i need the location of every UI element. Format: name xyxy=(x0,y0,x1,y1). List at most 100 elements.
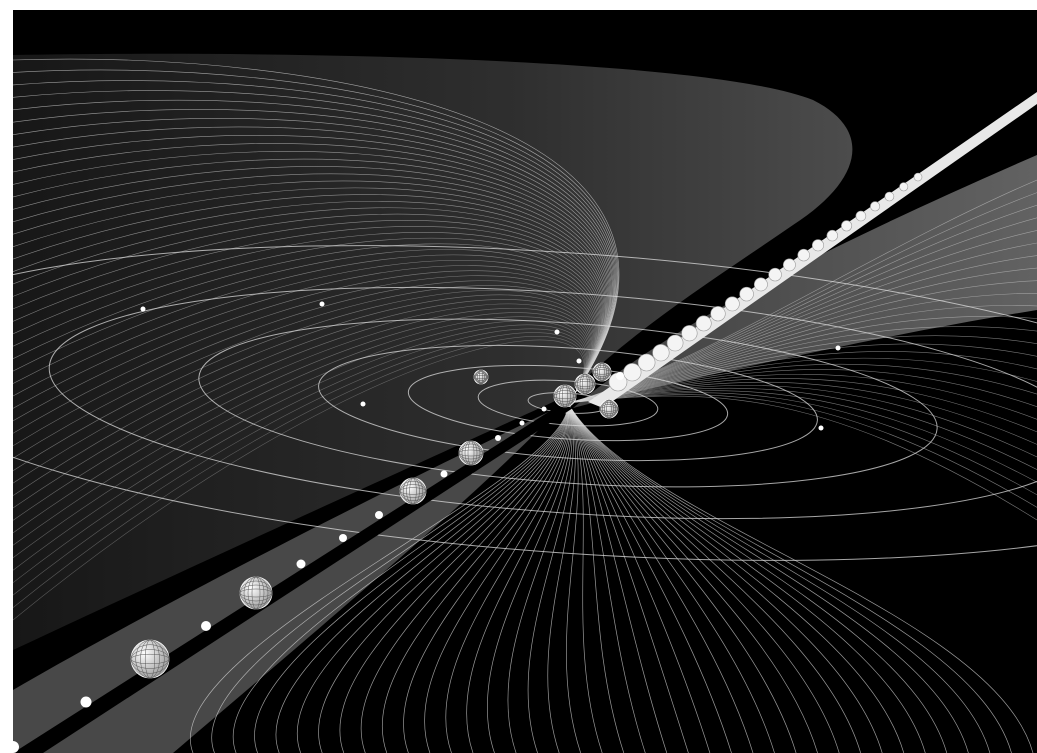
spiral-line xyxy=(567,402,905,753)
wireframe-sphere xyxy=(599,399,619,419)
spiral-line xyxy=(567,402,926,753)
spiral-line xyxy=(567,402,754,753)
beam-bead xyxy=(768,267,782,282)
spiral-line xyxy=(567,387,1037,470)
spiral-line xyxy=(297,402,569,753)
spiral-line xyxy=(567,402,646,753)
point-marker xyxy=(576,358,582,364)
spiral-line xyxy=(382,402,570,753)
spiral-line xyxy=(567,402,969,753)
wireframe-sphere xyxy=(473,369,489,385)
wireframe-sphere xyxy=(553,384,577,408)
spiral-line xyxy=(567,402,711,753)
spiral-line xyxy=(13,243,601,404)
beam-bead xyxy=(913,172,923,182)
spiral-line xyxy=(487,402,572,753)
spiral-line xyxy=(13,294,593,484)
beam-bead xyxy=(739,286,754,302)
spiral-line xyxy=(547,402,576,753)
spiral-line xyxy=(13,69,619,404)
spiral-line xyxy=(13,249,600,404)
spiral-line xyxy=(275,402,569,753)
spiral-line xyxy=(13,80,618,404)
spiral-line xyxy=(13,303,591,509)
beam-bead xyxy=(870,201,881,212)
wireframe-spheres xyxy=(130,362,619,679)
spiral-line xyxy=(567,394,1037,508)
spiral-line xyxy=(567,402,797,753)
spiral-line xyxy=(13,254,599,404)
beam-bead xyxy=(797,248,810,262)
spiral-line xyxy=(567,402,732,753)
spiral-line xyxy=(567,402,1034,753)
spiral-line xyxy=(232,402,569,753)
point-marker xyxy=(201,621,211,631)
wireframe-sphere xyxy=(130,639,170,679)
beam-bead xyxy=(724,296,740,312)
point-marker xyxy=(319,301,325,307)
beam-bead xyxy=(652,344,670,362)
spiral-line xyxy=(13,299,592,496)
spiral-line xyxy=(13,289,593,471)
spiral-line xyxy=(403,402,570,753)
point-markers xyxy=(13,301,841,753)
beam-bead xyxy=(623,363,642,382)
spiral-line xyxy=(567,390,1037,483)
orbit-ring xyxy=(318,344,818,462)
spiral-line xyxy=(211,402,569,753)
spiral-line xyxy=(190,402,569,753)
spiral-line xyxy=(567,402,1012,753)
point-marker xyxy=(495,435,501,441)
point-marker xyxy=(835,345,841,351)
spiral-line xyxy=(339,402,569,753)
point-marker xyxy=(339,534,347,542)
spiral-line xyxy=(424,402,571,753)
spiral-line xyxy=(13,260,598,404)
point-marker xyxy=(375,511,383,519)
beam-bead xyxy=(841,220,853,232)
spiral-line xyxy=(13,328,587,583)
spiral-line xyxy=(507,402,573,753)
beam-bead xyxy=(826,229,838,242)
spiral-line xyxy=(567,402,603,753)
spiral-line xyxy=(567,402,948,753)
spiral-line xyxy=(567,402,991,753)
spiral-line xyxy=(13,109,615,404)
beam-bead xyxy=(754,277,768,292)
point-marker xyxy=(440,470,448,478)
point-marker xyxy=(554,329,560,335)
beam-bead xyxy=(884,191,895,202)
beam-bead xyxy=(783,258,796,272)
beam-bead xyxy=(899,182,909,192)
spiral-line xyxy=(13,320,588,559)
spiral-line xyxy=(13,336,586,608)
wireframe-sphere xyxy=(458,440,484,466)
point-marker xyxy=(80,696,92,708)
point-marker xyxy=(140,306,146,312)
spiral-arm-lines xyxy=(13,58,1037,753)
point-marker xyxy=(616,372,624,380)
beam-bead xyxy=(666,334,684,352)
orbit-rings xyxy=(13,245,1037,561)
spiral-line xyxy=(567,402,840,753)
spiral-line xyxy=(567,402,689,753)
beam-bead xyxy=(637,353,656,372)
orbit-ring xyxy=(198,318,938,488)
scene-canvas xyxy=(13,10,1037,753)
spiral-line xyxy=(466,402,571,753)
spiral-line xyxy=(254,402,569,753)
spiral-line xyxy=(567,402,625,753)
beam-bead xyxy=(855,210,867,222)
spiral-line xyxy=(445,402,571,753)
spiral-line xyxy=(566,402,582,753)
spiral-line xyxy=(318,402,569,753)
wireframe-sphere xyxy=(592,362,612,382)
point-marker xyxy=(818,425,824,431)
spiral-line xyxy=(567,402,862,753)
orbit-ring xyxy=(48,286,1037,520)
beam-bead xyxy=(681,325,698,342)
wireframe-sphere xyxy=(574,373,596,395)
orbit-ring xyxy=(13,245,1037,561)
spiral-line xyxy=(567,402,668,753)
